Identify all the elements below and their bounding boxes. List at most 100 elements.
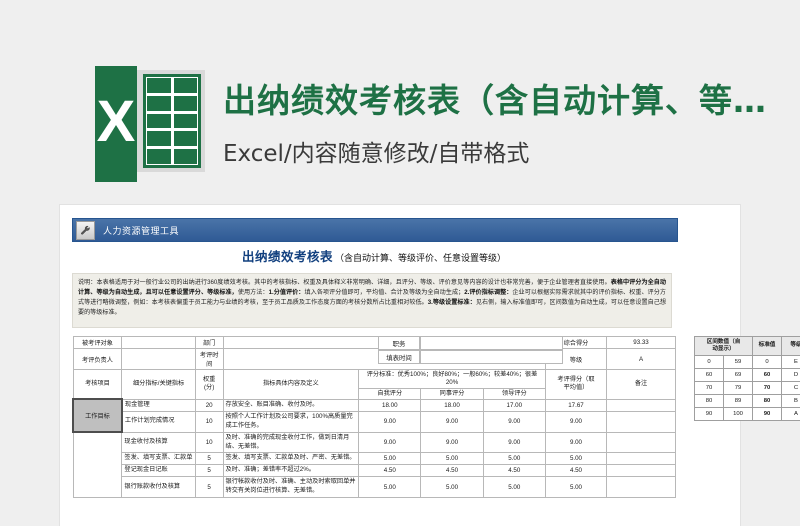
col-header-self-score: 自我评分 xyxy=(358,387,422,400)
col-header-peer-score: 同事评分 xyxy=(420,387,484,400)
row-leader-score[interactable]: 9.00 xyxy=(482,410,546,433)
category-cell[interactable] xyxy=(72,431,123,499)
grade-row: 70 79 70 C xyxy=(694,380,800,395)
row-self-score[interactable]: 5.00 xyxy=(358,476,422,499)
row-peer-score[interactable]: 5.00 xyxy=(420,452,484,466)
excel-logo: X xyxy=(95,66,205,182)
hr-tool-label: 人力资源管理工具 xyxy=(103,225,180,236)
row-definition: 银行帐款收付及时、准确、主动及时索取回单并转交有关岗位进行核算、无差错。 xyxy=(222,476,360,499)
grade-range-from: 70 xyxy=(694,380,724,395)
row-remark[interactable] xyxy=(606,410,676,433)
instructions-box: 说明：本表格适用于对一般行业公司的出纳进行360度绩效考核。其中的考核指标、权重… xyxy=(72,273,672,328)
row-self-score[interactable]: 9.00 xyxy=(358,431,422,454)
instructions-text-5: 见右侧，输入标准值即可，区间数值为自动生成，可以任意设置自己想要的等级标准。 xyxy=(78,298,666,316)
row-leader-score[interactable]: 5.00 xyxy=(482,476,546,499)
col-header-definition: 指标具体内容及定义 xyxy=(222,369,360,400)
grade-row: 60 69 60 D xyxy=(694,367,800,382)
grade-range-to: 69 xyxy=(722,367,754,382)
grade-range-from: 60 xyxy=(694,367,724,382)
row-self-score[interactable]: 18.00 xyxy=(358,398,422,412)
table-row: 现金收付及核算 10 及时、准确的完成现金收付工作，做到日清月结、无差错。 9.… xyxy=(72,431,676,499)
grade-std-value[interactable]: 90 xyxy=(752,406,783,421)
row-weight: 5 xyxy=(194,476,224,499)
row-weight: 20 xyxy=(194,398,224,412)
grade-letter: D xyxy=(781,367,800,382)
instructions-text-2: 使用方法： xyxy=(237,288,269,296)
page-title-main: 出纳绩效考核表 xyxy=(241,250,333,264)
row-average-score: 5.00 xyxy=(544,476,608,499)
table-row: 签发、填写支票、汇款单 5 签发、填写支票、汇款单及时、严密、无差错。 5.00… xyxy=(73,452,676,466)
row-self-score[interactable]: 4.50 xyxy=(358,464,422,478)
row-peer-score[interactable]: 9.00 xyxy=(420,431,484,454)
instructions-bold-3: 2.评价指标调整： xyxy=(464,288,513,296)
grade-std-value[interactable]: 60 xyxy=(752,367,783,382)
row-leader-score[interactable]: 4.50 xyxy=(482,464,546,478)
field-value-total-score: 93.33 xyxy=(606,336,676,349)
grade-row: 90 100 90 A xyxy=(694,406,800,421)
page-title-suffix: （含自动计算、等级评价、任意设置等级） xyxy=(335,253,507,263)
grade-std-value[interactable]: 80 xyxy=(752,393,783,408)
grade-row: 0 59 0 E xyxy=(694,354,800,369)
grade-std-value[interactable]: 70 xyxy=(752,380,783,395)
grade-letter: E xyxy=(781,354,800,369)
field-value-subject[interactable] xyxy=(121,336,196,349)
row-indicator: 工作计划完成情况 xyxy=(121,410,196,433)
grade-col-header-grade: 等级 xyxy=(781,336,800,356)
grade-range-to: 59 xyxy=(722,354,754,369)
row-peer-score[interactable]: 9.00 xyxy=(420,410,484,433)
instructions-text-4: 企业可以根据实际需求就其中的评价指标、权重、评分方式等进行略微调整，例如：本考核… xyxy=(78,288,667,306)
table-row: 工作计划完成情况 10 按照个人工作计划及公司要求，100%高质量完成工作任务。… xyxy=(73,410,676,433)
banner-text-block: 出纳绩效考核表（含自动计算、等… Excel/内容随意修改/自带格式 xyxy=(223,74,767,168)
grade-range-from: 0 xyxy=(694,354,724,369)
table-row: 银行账款收付及核算 5 银行帐款收付及时、准确、主动及时索取回单并转交有关岗位进… xyxy=(73,476,676,499)
row-remark[interactable] xyxy=(606,398,676,412)
field-value-position[interactable] xyxy=(420,336,563,350)
grade-letter: B xyxy=(781,393,800,408)
row-weight: 5 xyxy=(194,452,224,466)
row-remark[interactable] xyxy=(606,431,676,454)
grade-range-line1: 区间数值（自 xyxy=(706,339,741,345)
page-title: 出纳绩效考核表 （含自动计算、等级评价、任意设置等级） xyxy=(72,246,676,266)
col-header-weight: 权重 (分) xyxy=(194,369,224,400)
field-label-department: 部门 xyxy=(194,336,224,349)
row-definition: 签发、填写支票、汇款单及时、严密、无差错。 xyxy=(222,452,360,466)
row-average-score: 9.00 xyxy=(544,410,608,433)
grade-col-header-std: 标准值 xyxy=(752,336,783,356)
row-peer-score[interactable]: 5.00 xyxy=(420,476,484,499)
info-row-1: 被考评对象 部门 综合得分 93.33 xyxy=(72,336,676,349)
row-leader-score[interactable]: 9.00 xyxy=(482,431,546,454)
row-leader-score[interactable]: 17.00 xyxy=(482,398,546,412)
field-value-appraiser[interactable] xyxy=(121,348,196,370)
row-average-score: 17.67 xyxy=(544,398,608,412)
hr-tool-banner: 人力资源管理工具 xyxy=(72,218,678,242)
grade-header-row: 区间数值（自 动显示） 标准值 等级 xyxy=(693,336,800,356)
row-peer-score[interactable]: 18.00 xyxy=(420,398,484,412)
row-indicator: 签发、填写支票、汇款单 xyxy=(121,452,196,466)
category-cell-selected[interactable]: 工作目标 xyxy=(72,398,123,434)
row-remark[interactable] xyxy=(606,452,676,466)
row-self-score[interactable]: 5.00 xyxy=(358,452,422,466)
instructions-bold-2: 1.分值评价： xyxy=(268,288,305,296)
row-remark[interactable] xyxy=(606,476,676,499)
row-peer-score[interactable]: 4.50 xyxy=(420,464,484,478)
col-header-leader-score: 领导评分 xyxy=(482,387,546,400)
row-weight: 10 xyxy=(194,410,224,433)
row-indicator: 现金收付及核算 xyxy=(121,431,196,454)
row-remark[interactable] xyxy=(606,464,676,478)
grade-range-to: 100 xyxy=(722,406,754,421)
field-value-fill-date[interactable] xyxy=(420,350,563,364)
col-header-indicator: 细分指标/关键指标 xyxy=(121,369,196,400)
table-row: 工作目标 现金管理 20 存放安全、账目准确、收付及时。 18.00 18.00… xyxy=(72,398,676,434)
grade-std-value[interactable]: 0 xyxy=(752,354,783,369)
grade-row: 80 89 80 B xyxy=(694,393,800,408)
row-leader-score[interactable]: 5.00 xyxy=(482,452,546,466)
row-self-score[interactable]: 9.00 xyxy=(358,410,422,433)
grade-range-from: 90 xyxy=(694,406,724,421)
banner-title: 出纳绩效考核表（含自动计算、等… xyxy=(223,81,767,120)
grade-scale-table: 区间数值（自 动显示） 标准值 等级 0 59 0 E 60 69 60 D xyxy=(693,336,800,421)
grade-letter: A xyxy=(781,406,800,421)
grade-range-to: 79 xyxy=(722,380,754,395)
col-header-weight-line2: (分) xyxy=(204,384,215,392)
row-definition: 及时、准确；差错率不超过2%。 xyxy=(222,464,360,478)
